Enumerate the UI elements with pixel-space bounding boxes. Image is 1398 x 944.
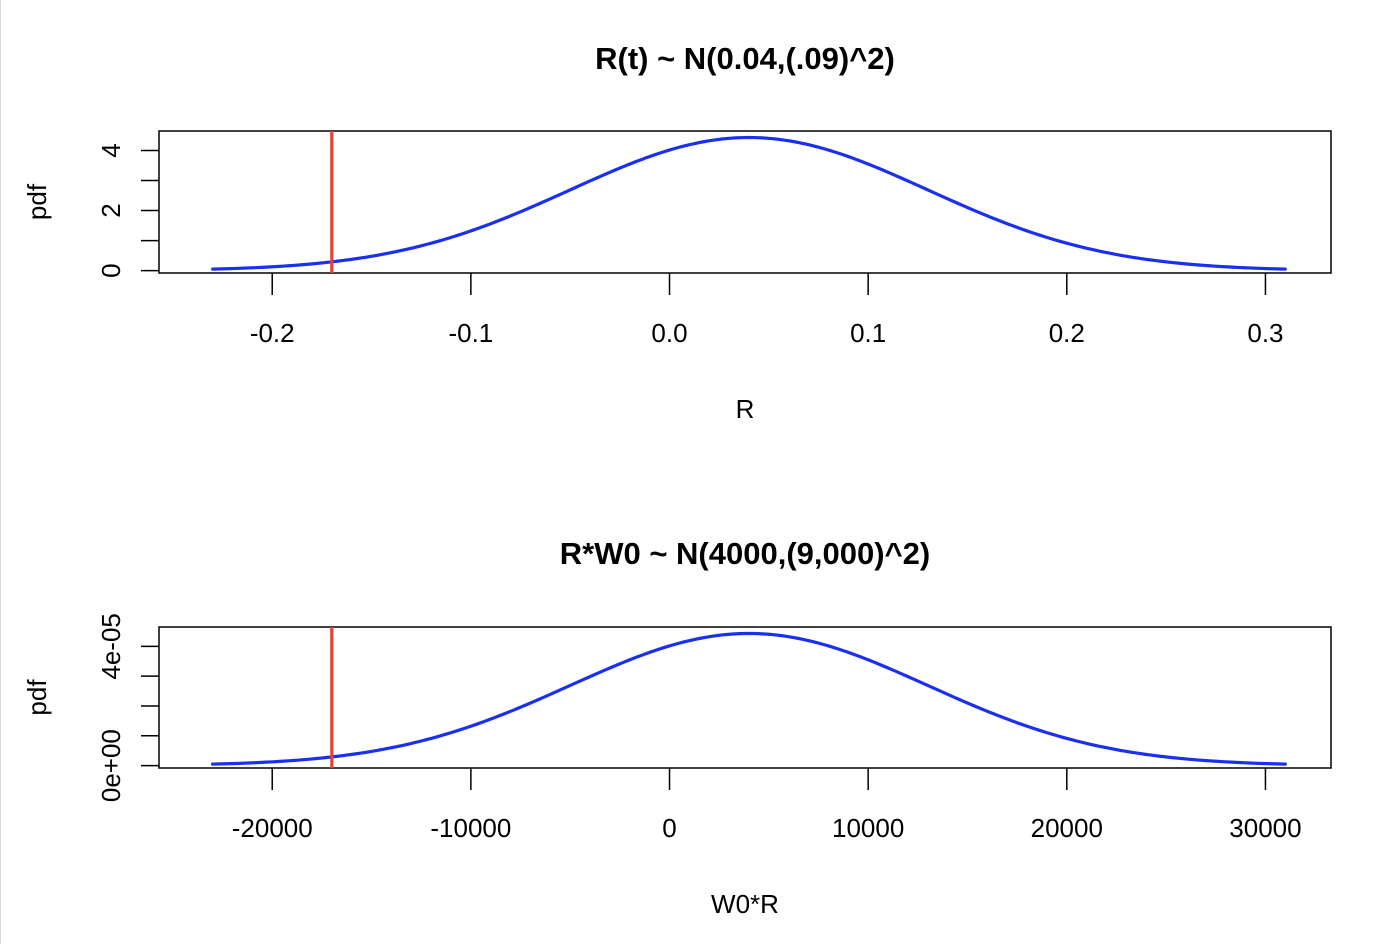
chart-title: R(t) ~ N(0.04,(.09)^2) — [595, 41, 895, 76]
x-tick-label: 0.3 — [1247, 318, 1283, 348]
x-tick-label: 10000 — [832, 813, 904, 843]
density-curve — [211, 631, 1287, 766]
x-tick-label: -0.1 — [448, 318, 493, 348]
x-axis-label: R — [736, 394, 755, 424]
x-tick-label: 0.0 — [651, 318, 687, 348]
chart-panel-2: R*W0 ~ N(4000,(9,000)^2) -20000 -10000 0 100… — [22, 536, 1332, 919]
y-tick-label: 2 — [96, 203, 126, 217]
y-tick-label: 0 — [96, 263, 126, 277]
y-tick-label: 4 — [96, 143, 126, 157]
x-tick-label: -20000 — [232, 813, 313, 843]
x-tick-label: 0 — [662, 813, 676, 843]
y-axis-label: pdf — [22, 679, 52, 716]
x-tick-label: -0.2 — [250, 318, 295, 348]
x-tick-label: 0.1 — [850, 318, 886, 348]
x-tick-label: -10000 — [430, 813, 511, 843]
y-tick-label: 0e+00 — [96, 729, 126, 802]
x-axis-label: W0*R — [711, 889, 779, 919]
plot-frame — [158, 130, 1332, 274]
y-tick-label: 4e-05 — [96, 613, 126, 680]
plot-frame — [158, 626, 1332, 769]
x-tick-label: 0.2 — [1049, 318, 1085, 348]
y-axis-label: pdf — [22, 183, 52, 220]
chart-title: R*W0 ~ N(4000,(9,000)^2) — [560, 536, 930, 571]
x-tick-label: 30000 — [1229, 813, 1301, 843]
density-curve — [211, 135, 1287, 271]
x-tick-label: 20000 — [1031, 813, 1103, 843]
chart-panel-1: R(t) ~ N(0.04,(.09)^2) -0.2 -0.1 0.0 0.1 0.2 0… — [22, 41, 1332, 424]
